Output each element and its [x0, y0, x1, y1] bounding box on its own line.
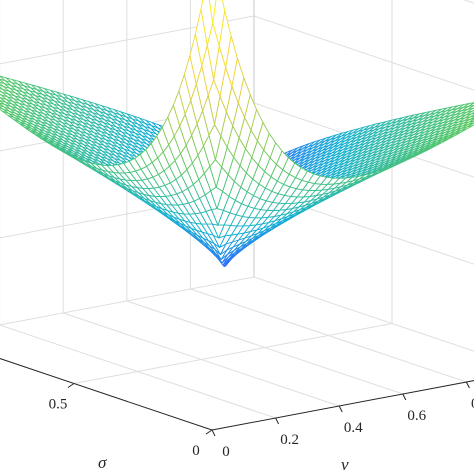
- x-axis-title: ν: [341, 455, 349, 474]
- x-axis-line: [211, 380, 474, 431]
- x-tick: [211, 429, 216, 437]
- grid-line: [0, 276, 255, 326]
- x-tick: [465, 381, 470, 389]
- y-tick-label: 0: [192, 443, 200, 459]
- x-tick: [338, 405, 343, 413]
- axes: [0, 358, 474, 437]
- x-tick-label: 0.2: [280, 432, 299, 448]
- y-tick-label: 0.5: [49, 397, 68, 413]
- axis-labels: ν σ 0 0.2 0.4 0.6 0.8 0 0.5: [49, 396, 474, 474]
- x-tick: [275, 417, 280, 425]
- grid-line: [73, 323, 393, 384]
- grid-line: [463, 0, 474, 4]
- grid-line: [253, 276, 474, 352]
- surface-cell: [208, 0, 217, 24]
- surface-cell: [0, 90, 3, 93]
- x-tick-label: 0: [222, 444, 230, 460]
- x-tick: [402, 393, 407, 401]
- surface-mesh: [0, 0, 474, 267]
- x-tick-label: 0.4: [344, 420, 363, 436]
- y-axis-title: σ: [98, 453, 107, 472]
- y-tick: [205, 429, 213, 435]
- y-tick: [67, 383, 75, 388]
- x-tick-label: 0.8: [471, 396, 474, 412]
- x-tick-label: 0.6: [407, 408, 426, 424]
- grid-line: [253, 15, 474, 91]
- y-axis-line: [0, 358, 213, 431]
